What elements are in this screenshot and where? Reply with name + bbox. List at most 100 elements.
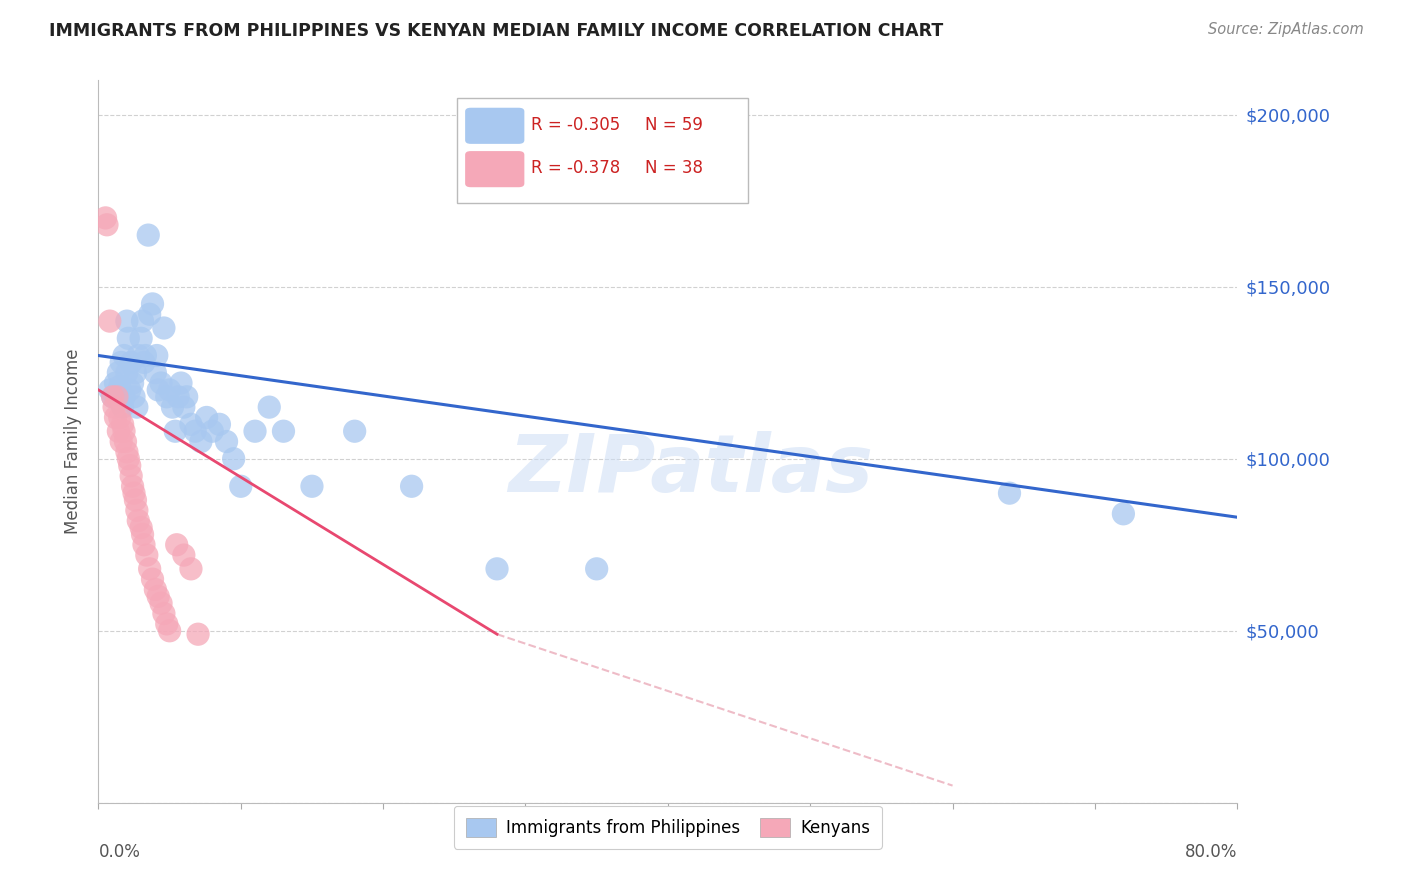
Point (273, 424, 295, 438)
Point (131, 527, 153, 541)
Point (153, 321, 176, 335)
FancyBboxPatch shape (465, 108, 524, 144)
Point (101, 390, 124, 404)
FancyBboxPatch shape (465, 151, 524, 187)
Point (104, 376, 127, 390)
Point (96, 218, 118, 232)
Point (222, 451, 245, 466)
Point (115, 314, 138, 328)
Point (115, 366, 138, 380)
Point (148, 590, 170, 604)
Point (98, 314, 121, 328)
Point (124, 493, 146, 508)
Point (146, 349, 169, 363)
Point (180, 562, 202, 576)
Point (208, 417, 231, 432)
Point (132, 355, 155, 369)
Point (131, 314, 153, 328)
Point (136, 228, 159, 243)
Point (127, 514, 149, 528)
Point (167, 390, 190, 404)
Point (141, 572, 163, 586)
Point (112, 390, 135, 404)
Point (215, 434, 238, 449)
Point (129, 331, 152, 345)
Point (150, 376, 173, 390)
Point (173, 548, 195, 562)
Text: N = 59: N = 59 (645, 116, 703, 134)
Point (159, 624, 181, 638)
FancyBboxPatch shape (457, 98, 748, 203)
Point (108, 379, 131, 393)
Point (112, 349, 135, 363)
Point (243, 424, 266, 438)
Point (121, 376, 143, 390)
Point (259, 400, 281, 414)
Point (229, 479, 252, 493)
Text: R = -0.305: R = -0.305 (531, 116, 620, 134)
Point (153, 607, 176, 621)
Point (165, 424, 187, 438)
Point (486, 562, 509, 576)
Text: 80.0%: 80.0% (1185, 843, 1237, 861)
Point (107, 424, 129, 438)
Point (343, 424, 366, 438)
Point (134, 349, 156, 363)
Point (104, 410, 127, 425)
Point (107, 366, 129, 380)
Point (120, 469, 142, 483)
Point (122, 390, 145, 404)
Text: Source: ZipAtlas.com: Source: ZipAtlas.com (1208, 22, 1364, 37)
Point (148, 383, 170, 397)
Point (585, 562, 607, 576)
Text: 0.0%: 0.0% (98, 843, 141, 861)
Point (176, 390, 198, 404)
Point (115, 445, 138, 459)
Point (150, 596, 173, 610)
Point (156, 616, 179, 631)
Point (105, 386, 128, 401)
Legend: Immigrants from Philippines, Kenyans: Immigrants from Philippines, Kenyans (454, 806, 882, 848)
Point (173, 400, 195, 414)
Point (112, 424, 135, 438)
Point (301, 479, 323, 493)
Point (105, 390, 128, 404)
Point (162, 400, 184, 414)
Point (110, 434, 132, 449)
Y-axis label: Median Family Income: Median Family Income (65, 349, 83, 534)
Point (159, 383, 181, 397)
Point (998, 486, 1021, 500)
Point (98, 383, 121, 397)
Point (103, 400, 125, 414)
Point (138, 307, 160, 321)
Point (110, 355, 132, 369)
Point (108, 410, 131, 425)
Point (141, 297, 163, 311)
Point (117, 331, 139, 345)
Point (124, 366, 146, 380)
Text: R = -0.378: R = -0.378 (531, 160, 620, 178)
Point (180, 417, 202, 432)
Point (195, 410, 218, 425)
Point (401, 479, 423, 493)
Point (111, 400, 134, 414)
Point (118, 383, 141, 397)
Point (166, 538, 188, 552)
Text: IMMIGRANTS FROM PHILIPPINES VS KENYAN MEDIAN FAMILY INCOME CORRELATION CHART: IMMIGRANTS FROM PHILIPPINES VS KENYAN ME… (49, 22, 943, 40)
Point (121, 479, 143, 493)
Point (170, 376, 193, 390)
Point (201, 424, 224, 438)
Point (111, 417, 134, 432)
Point (145, 366, 167, 380)
Point (118, 458, 141, 473)
Point (101, 390, 124, 404)
Text: ZIPatlas: ZIPatlas (508, 432, 873, 509)
Point (145, 582, 167, 597)
Point (122, 486, 145, 500)
Point (127, 349, 149, 363)
Point (190, 434, 212, 449)
Point (125, 503, 148, 517)
Point (138, 562, 160, 576)
Point (1112, 507, 1135, 521)
Point (187, 627, 209, 641)
